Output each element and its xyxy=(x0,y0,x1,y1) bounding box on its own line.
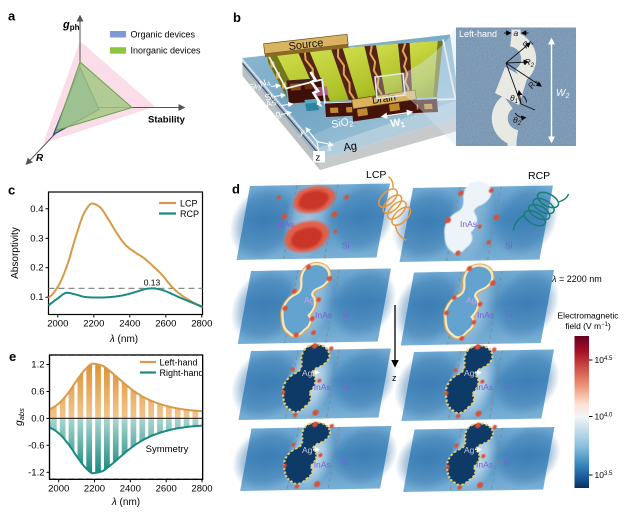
svg-text:Si: Si xyxy=(342,241,350,251)
svg-text:2200: 2200 xyxy=(84,483,105,494)
svg-text:InAs: InAs xyxy=(460,219,477,229)
svg-text:Symmetry: Symmetry xyxy=(146,444,189,455)
svg-text:Ag: Ag xyxy=(268,108,282,121)
svg-text:R2: R2 xyxy=(525,57,535,69)
svg-text:104.0: 104.0 xyxy=(595,412,613,422)
svg-text:a: a xyxy=(8,9,16,24)
svg-text:-1.2: -1.2 xyxy=(28,467,44,478)
svg-text:2000: 2000 xyxy=(48,483,69,494)
svg-text:Left-hand: Left-hand xyxy=(459,29,497,39)
svg-text:2800: 2800 xyxy=(191,319,212,330)
svg-text:1.2: 1.2 xyxy=(31,360,44,371)
svg-text:x: x xyxy=(327,143,333,153)
svg-text:InAs: InAs xyxy=(314,460,331,470)
svg-text:Ag: Ag xyxy=(464,445,475,455)
svg-text:0.0: 0.0 xyxy=(31,413,44,424)
svg-text:λ (nm): λ (nm) xyxy=(111,497,140,508)
svg-text:Si: Si xyxy=(343,309,351,319)
svg-text:Si: Si xyxy=(505,309,513,319)
svg-text:2200: 2200 xyxy=(83,319,104,330)
svg-text:Source: Source xyxy=(288,37,324,53)
svg-text:z: z xyxy=(316,153,321,164)
svg-text:W1: W1 xyxy=(390,116,406,131)
svg-text:λ = 2200 nm: λ = 2200 nm xyxy=(551,274,602,284)
svg-text:Si: Si xyxy=(263,91,274,103)
svg-text:0.1: 0.1 xyxy=(30,292,43,303)
svg-text:a: a xyxy=(514,28,519,38)
svg-text:Si: Si xyxy=(343,381,351,391)
svg-text:Electromagnetic: Electromagnetic xyxy=(558,311,620,321)
svg-text:d: d xyxy=(232,182,240,197)
svg-text:2400: 2400 xyxy=(119,319,140,330)
svg-text:Ag: Ag xyxy=(302,368,313,378)
svg-text:Right-hand: Right-hand xyxy=(160,368,204,378)
svg-text:Si: Si xyxy=(503,458,511,468)
svg-text:104.5: 104.5 xyxy=(595,355,613,365)
svg-text:b: b xyxy=(233,10,241,25)
svg-text:Absorptivity: Absorptivity xyxy=(10,227,21,279)
svg-text:InAs: InAs xyxy=(277,219,294,229)
svg-text:gabs: gabs xyxy=(14,408,26,426)
svg-text:Inorganic devices: Inorganic devices xyxy=(131,46,202,56)
svg-text:103.5: 103.5 xyxy=(595,470,613,480)
svg-text:0.4: 0.4 xyxy=(30,204,43,215)
svg-text:RCP: RCP xyxy=(180,209,199,219)
svg-text:2600: 2600 xyxy=(156,483,177,494)
svg-text:InAs: InAs xyxy=(476,460,493,470)
svg-text:field (V m−1): field (V m−1) xyxy=(565,321,611,331)
svg-text:θ2: θ2 xyxy=(513,115,522,127)
svg-text:Ag: Ag xyxy=(302,445,313,455)
svg-text:e: e xyxy=(9,349,16,364)
svg-text:R: R xyxy=(36,153,44,164)
svg-text:0.6: 0.6 xyxy=(31,387,44,398)
svg-text:-0.6: -0.6 xyxy=(28,440,44,451)
svg-text:Ag: Ag xyxy=(343,140,358,154)
svg-text:Ag: Ag xyxy=(304,295,315,305)
svg-text:RCP: RCP xyxy=(528,170,550,182)
svg-text:Ag: Ag xyxy=(466,295,477,305)
svg-text:InAs: InAs xyxy=(314,382,331,392)
svg-text:Stability: Stability xyxy=(148,115,186,126)
svg-text:2400: 2400 xyxy=(120,483,141,494)
svg-text:z: z xyxy=(392,373,397,383)
svg-text:y: y xyxy=(299,127,305,137)
svg-text:Si: Si xyxy=(341,458,349,468)
svg-text:Ag: Ag xyxy=(464,368,475,378)
svg-text:c: c xyxy=(8,183,15,198)
svg-text:InAs: InAs xyxy=(315,310,332,320)
svg-text:SiO2: SiO2 xyxy=(330,115,354,132)
svg-text:Left-hand: Left-hand xyxy=(160,358,198,368)
svg-text:InAs: InAs xyxy=(477,310,494,320)
svg-text:0.3: 0.3 xyxy=(30,233,43,244)
svg-text:2800: 2800 xyxy=(191,483,212,494)
svg-text:0.13: 0.13 xyxy=(144,277,161,287)
svg-text:InAs: InAs xyxy=(476,382,493,392)
svg-text:θ1: θ1 xyxy=(510,93,518,105)
svg-text:Si: Si xyxy=(505,381,513,391)
svg-text:gph: gph xyxy=(62,19,80,32)
svg-text:2000: 2000 xyxy=(47,319,68,330)
svg-text:LCP: LCP xyxy=(366,169,386,181)
svg-text:Organic devices: Organic devices xyxy=(131,30,196,40)
svg-text:λ (nm): λ (nm) xyxy=(109,334,138,345)
svg-text:Si: Si xyxy=(505,241,513,251)
svg-text:LCP: LCP xyxy=(180,199,198,209)
svg-text:0.2: 0.2 xyxy=(30,263,43,274)
svg-text:2600: 2600 xyxy=(155,319,176,330)
